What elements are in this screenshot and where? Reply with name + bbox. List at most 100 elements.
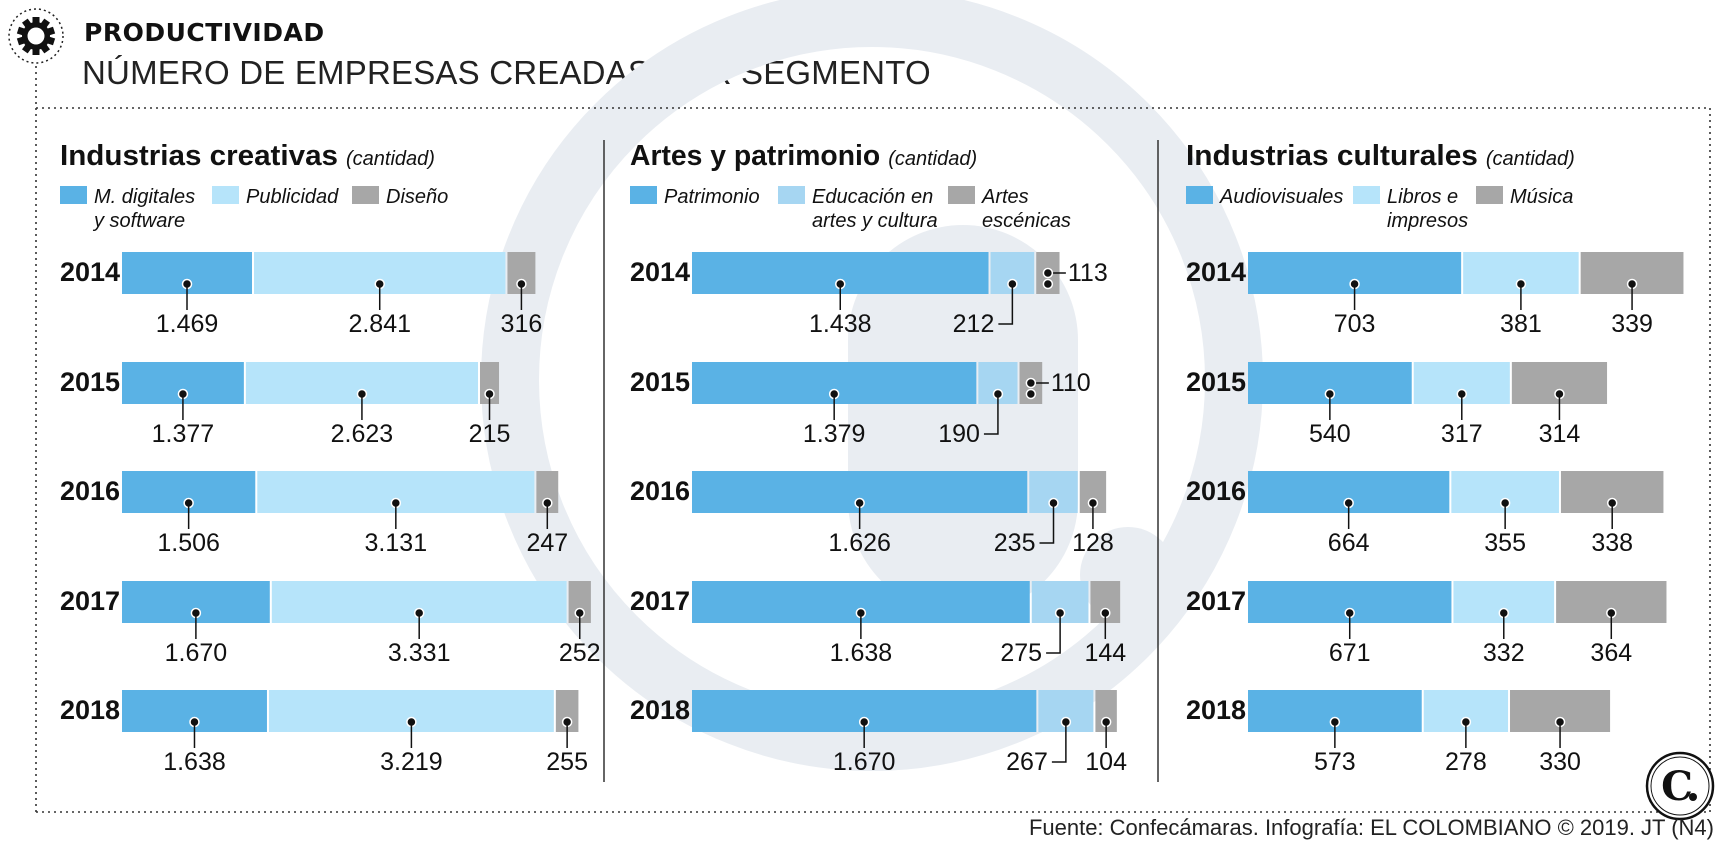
data-label: 703: [1334, 310, 1376, 338]
data-label: 332: [1483, 639, 1525, 667]
chart-subtitle: (cantidad): [346, 148, 435, 170]
chart-subtitle: (cantidad): [888, 148, 977, 170]
chart-title: Industrias culturales: [1186, 140, 1478, 172]
legend-label: Música: [1510, 186, 1573, 208]
data-label: 671: [1329, 639, 1371, 667]
leader-line: [1039, 503, 1055, 544]
leader-line: [983, 394, 999, 435]
data-label: 190: [938, 420, 980, 448]
legend-swatch: [778, 186, 805, 204]
data-label: 1.377: [152, 420, 215, 448]
year-label: 2015: [630, 367, 690, 397]
legend-swatch: [1353, 186, 1380, 204]
legend-label: Educación en artes y cultura: [812, 186, 938, 232]
data-label: 113: [1068, 259, 1108, 287]
chart-subtitle: (cantidad): [1486, 148, 1575, 170]
data-label: 540: [1309, 420, 1351, 448]
value-marker: [1025, 388, 1037, 400]
value-marker: [1042, 267, 1054, 279]
data-label: 1.670: [165, 639, 228, 667]
year-label: 2018: [1186, 695, 1246, 725]
year-label: 2015: [1186, 367, 1246, 397]
legend-swatch: [1476, 186, 1503, 204]
data-label: 247: [526, 529, 568, 557]
source-note: Fuente: Confecámaras. Infografía: EL COL…: [1028, 815, 1714, 840]
legend-swatch: [60, 186, 87, 204]
legend-label: Diseño: [386, 186, 448, 208]
data-label: 330: [1539, 748, 1581, 776]
data-label: 1.638: [163, 748, 226, 776]
data-label: 1.638: [830, 639, 893, 667]
data-label: 252: [559, 639, 601, 667]
data-label: 338: [1591, 529, 1633, 557]
data-label: 3.219: [380, 748, 443, 776]
chart-panel: Industrias culturales (cantidad) Audiovisu…: [1186, 140, 1684, 776]
year-label: 2016: [630, 476, 690, 506]
leader-line: [1051, 722, 1067, 763]
data-label: 1.506: [157, 529, 220, 557]
data-label: 1.469: [156, 310, 219, 338]
data-label: 316: [501, 310, 543, 338]
legend-label: Patrimonio: [664, 186, 760, 208]
year-label: 2017: [60, 586, 120, 616]
chart-panel: Industrias creativas (cantidad) M. digital…: [60, 140, 601, 776]
data-label: 128: [1072, 529, 1114, 557]
leader-line: [998, 284, 1014, 325]
year-label: 2014: [630, 257, 690, 287]
data-label: 3.131: [365, 529, 428, 557]
year-label: 2015: [60, 367, 120, 397]
data-label: 317: [1441, 420, 1483, 448]
data-label: 235: [994, 529, 1036, 557]
legend-label: Publicidad: [246, 186, 339, 208]
year-label: 2016: [60, 476, 120, 506]
dotted-frame: [35, 66, 1711, 813]
year-label: 2017: [630, 586, 690, 616]
legend-swatch: [352, 186, 379, 204]
data-label: 2.841: [348, 310, 411, 338]
bar-segment: [1095, 690, 1117, 732]
data-label: 144: [1084, 639, 1126, 667]
data-label: 1.670: [833, 748, 896, 776]
gear-badge-icon: [8, 8, 64, 64]
data-label: 1.626: [828, 529, 891, 557]
data-label: 278: [1445, 748, 1487, 776]
year-label: 2017: [1186, 586, 1246, 616]
data-label: 381: [1500, 310, 1542, 338]
chart-title: Industrias creativas: [60, 140, 338, 172]
legend-swatch: [630, 186, 657, 204]
year-label: 2014: [60, 257, 120, 287]
data-label: 104: [1085, 748, 1127, 776]
data-label: 339: [1611, 310, 1653, 338]
data-label: 355: [1484, 529, 1526, 557]
data-label: 314: [1539, 420, 1581, 448]
data-label: 1.379: [803, 420, 866, 448]
chart-panel: Artes y patrimonio (cantidad) Patrimonio Ed…: [630, 140, 1127, 776]
bar-segment: [568, 581, 591, 623]
year-label: 2018: [60, 695, 120, 725]
year-label: 2014: [1186, 257, 1246, 287]
legend-swatch: [212, 186, 239, 204]
legend-label: Libros e impresos: [1387, 186, 1468, 232]
data-label: 255: [546, 748, 588, 776]
legend-label: M. digitales y software: [92, 186, 195, 232]
page-title: NÚMERO DE EMPRESAS CREADAS POR SEGMENTO: [82, 54, 931, 91]
data-label: 2.623: [331, 420, 394, 448]
value-marker: [1042, 278, 1054, 290]
bar-segment: [536, 471, 559, 513]
section-kicker: PRODUCTIVIDAD: [84, 18, 325, 47]
legend-swatch: [1186, 186, 1213, 204]
value-marker: [1025, 377, 1037, 389]
year-label: 2016: [1186, 476, 1246, 506]
data-label: 3.331: [388, 639, 451, 667]
data-label: 275: [1000, 639, 1042, 667]
el-colombiano-logo-icon: C: [1645, 751, 1715, 821]
legend-label: Audiovisuales: [1219, 186, 1343, 208]
leader-line: [1046, 613, 1061, 654]
data-label: 573: [1314, 748, 1356, 776]
data-label: 212: [953, 310, 995, 338]
data-label: 267: [1006, 748, 1048, 776]
data-label: 110: [1051, 369, 1091, 397]
legend-label: Artes escénicas: [981, 186, 1071, 232]
svg-text:C: C: [1661, 763, 1693, 810]
data-label: 364: [1590, 639, 1632, 667]
